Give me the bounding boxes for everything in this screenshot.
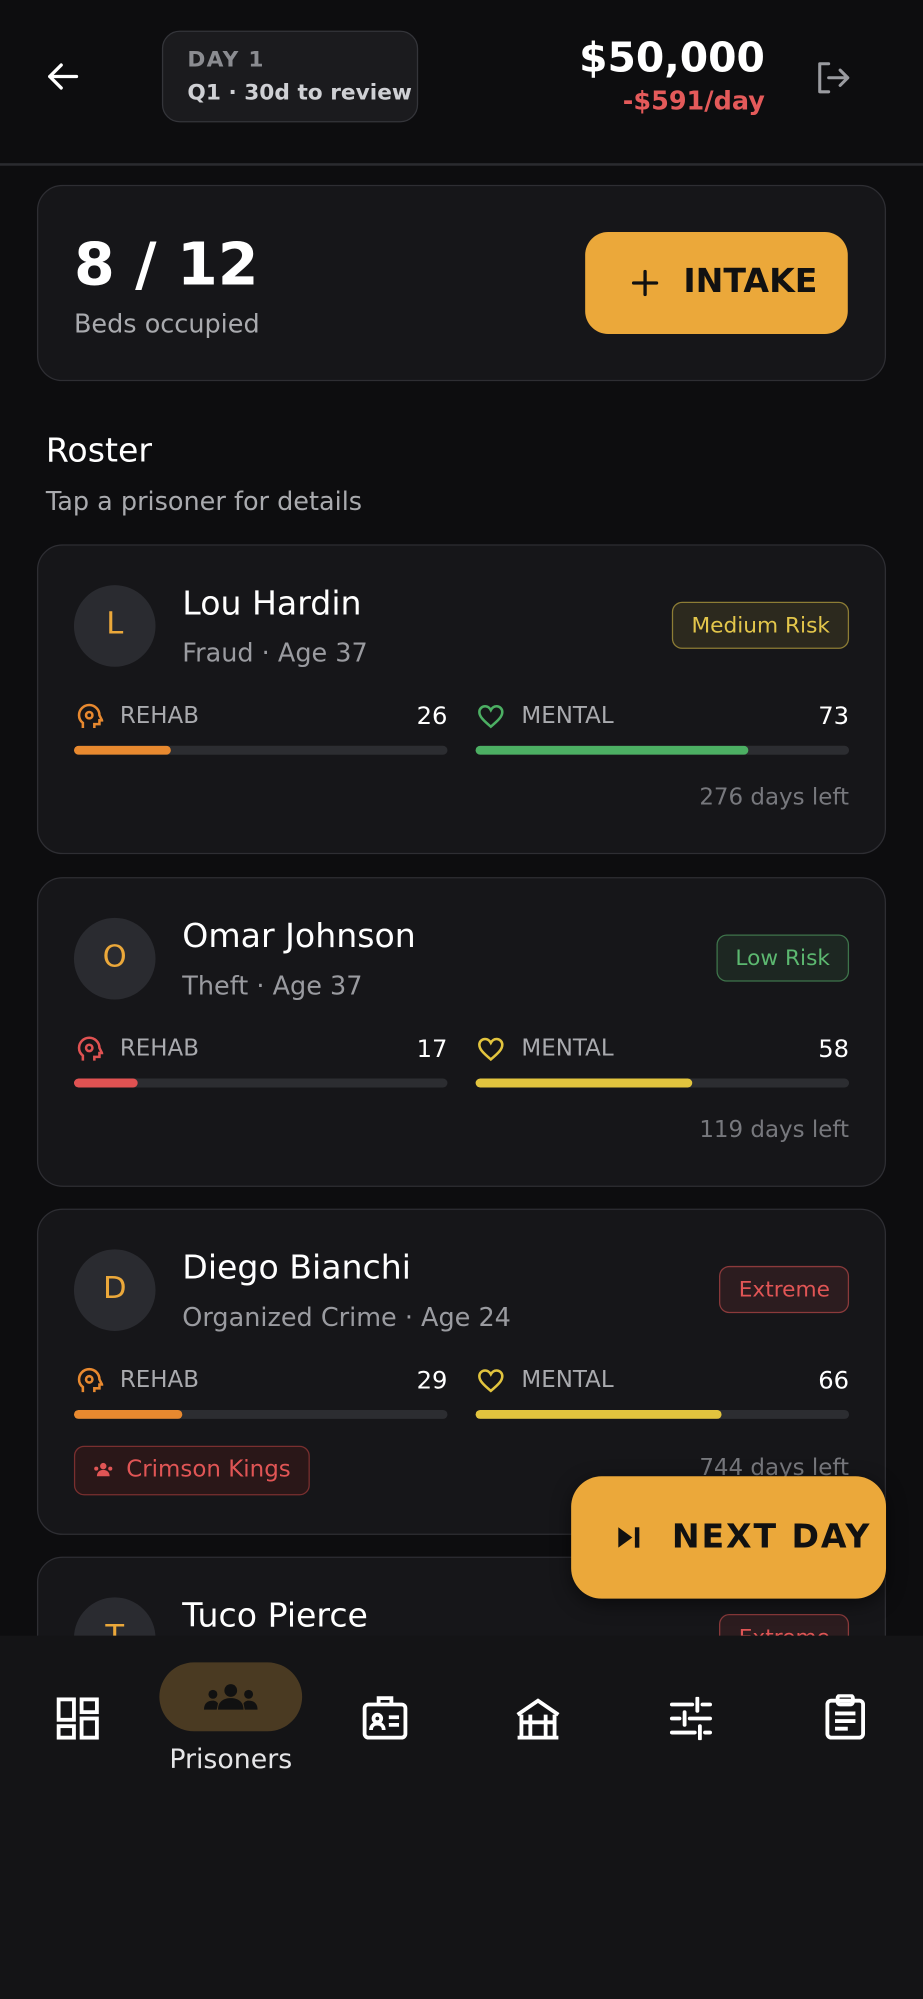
rehab-icon bbox=[77, 1036, 104, 1061]
prisoner-card[interactable]: D Diego Bianchi Organized Crime · Age 24 Ex… bbox=[36, 1208, 887, 1535]
back-button[interactable] bbox=[45, 59, 81, 95]
roster-title: Roster bbox=[45, 432, 153, 471]
roster-subtitle: Tap a prisoner for details bbox=[45, 485, 363, 517]
plus-icon bbox=[631, 269, 659, 297]
mental-track bbox=[475, 1409, 850, 1419]
day-label: DAY 1 bbox=[187, 47, 265, 73]
avatar bbox=[73, 917, 156, 1000]
rehab-icon bbox=[77, 703, 104, 728]
gang-name: Crimson Kings bbox=[126, 1455, 291, 1483]
days-left: 276 days left bbox=[699, 784, 850, 811]
mental-label: MENTAL bbox=[521, 1035, 614, 1062]
rehab-value: 17 bbox=[416, 1035, 448, 1064]
nav-id-card[interactable] bbox=[362, 1696, 408, 1742]
intake-label: INTAKE bbox=[683, 262, 818, 301]
mental-value: 73 bbox=[818, 702, 850, 731]
beds-label: Beds occupied bbox=[73, 308, 260, 340]
avatar bbox=[73, 585, 156, 667]
rehab-label: REHAB bbox=[119, 1035, 199, 1062]
nav-settings[interactable] bbox=[669, 1696, 713, 1741]
rehab-label: REHAB bbox=[119, 1366, 199, 1394]
beds-occupancy: 8 / 12 bbox=[73, 229, 259, 299]
balance: $50,000 bbox=[579, 33, 765, 82]
avatar-initial: O bbox=[102, 938, 127, 974]
mental-track bbox=[475, 1078, 850, 1088]
prisoner-name: Lou Hardin bbox=[182, 585, 362, 624]
avatar bbox=[73, 1249, 156, 1331]
rehab-bar bbox=[73, 1078, 138, 1088]
intake-button[interactable]: INTAKE bbox=[585, 232, 848, 335]
risk-badge: Extreme bbox=[719, 1265, 850, 1314]
daily-cost: -$591/day bbox=[622, 85, 765, 117]
mental-label: MENTAL bbox=[521, 702, 614, 730]
nav-active-label: Prisoners bbox=[169, 1744, 293, 1775]
mental-icon bbox=[478, 1369, 504, 1393]
rehab-icon bbox=[77, 1367, 104, 1393]
rehab-label: REHAB bbox=[119, 702, 199, 730]
rehab-bar bbox=[73, 1409, 183, 1419]
avatar-initial: L bbox=[106, 605, 124, 642]
prisoner-card[interactable]: O Omar Johnson Theft · Age 37 Low Risk REHAB… bbox=[36, 877, 887, 1187]
days-left: 119 days left bbox=[699, 1116, 850, 1144]
mental-value: 58 bbox=[818, 1035, 850, 1064]
rehab-value: 26 bbox=[416, 702, 448, 731]
next-day-button[interactable]: NEXT DAY bbox=[571, 1476, 887, 1599]
mental-track bbox=[475, 745, 850, 755]
prisoner-details: Organized Crime · Age 24 bbox=[182, 1301, 511, 1333]
prisoner-name: Tuco Pierce bbox=[182, 1597, 368, 1636]
prisoner-name: Diego Bianchi bbox=[182, 1249, 412, 1288]
logout-button[interactable] bbox=[813, 59, 851, 97]
prisoner-details: Fraud · Age 37 bbox=[182, 637, 368, 669]
mental-icon bbox=[478, 1037, 504, 1062]
review-label: Q1 · 30d to review bbox=[187, 80, 412, 106]
nav-building[interactable] bbox=[515, 1697, 561, 1740]
rehab-bar bbox=[73, 745, 172, 755]
divider bbox=[0, 163, 923, 166]
mental-icon bbox=[478, 704, 504, 729]
day-box bbox=[161, 30, 419, 123]
nav-dashboard[interactable] bbox=[56, 1697, 99, 1740]
risk-badge: Low Risk bbox=[716, 934, 850, 982]
skip-icon bbox=[618, 1527, 640, 1548]
mental-value: 66 bbox=[818, 1366, 850, 1395]
rehab-track bbox=[73, 745, 448, 755]
rehab-value: 29 bbox=[416, 1366, 448, 1395]
mental-bar bbox=[475, 1078, 693, 1088]
rehab-track bbox=[73, 1409, 448, 1419]
rehab-track bbox=[73, 1078, 448, 1088]
gang-icon bbox=[94, 1462, 113, 1477]
prisoner-name: Omar Johnson bbox=[182, 917, 416, 957]
mental-bar bbox=[475, 745, 749, 755]
nav-clipboard[interactable] bbox=[825, 1694, 866, 1740]
mental-label: MENTAL bbox=[521, 1366, 614, 1394]
gang-badge[interactable]: Crimson Kings bbox=[73, 1445, 310, 1496]
avatar-initial: D bbox=[102, 1269, 127, 1306]
mental-bar bbox=[475, 1409, 723, 1419]
prisoner-details: Theft · Age 37 bbox=[182, 970, 363, 1001]
next-day-label: NEXT DAY bbox=[671, 1518, 872, 1557]
risk-badge: Medium Risk bbox=[672, 601, 850, 649]
nav-prisoners-icon bbox=[203, 1684, 258, 1710]
bottom-nav: Prisoners bbox=[0, 1635, 923, 1999]
prisoner-card[interactable]: L Lou Hardin Fraud · Age 37 Medium Risk REHA… bbox=[36, 544, 887, 855]
